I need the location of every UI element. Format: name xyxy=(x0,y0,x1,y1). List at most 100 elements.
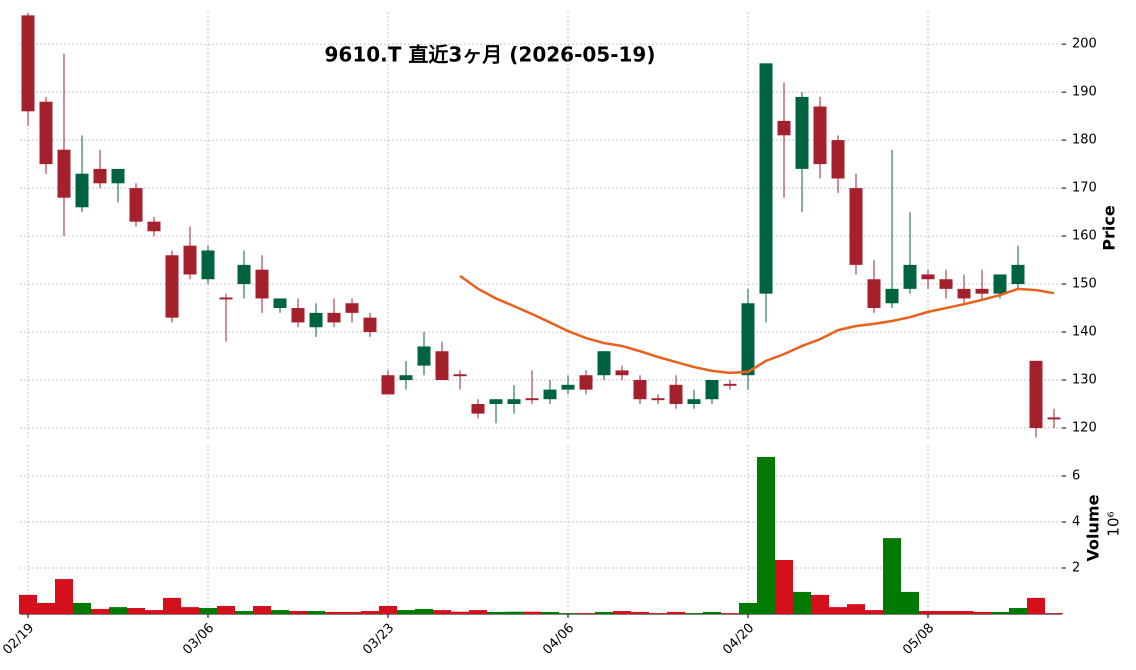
volume-bar xyxy=(955,611,973,614)
volume-bar xyxy=(307,611,325,614)
volume-tick-label: 6 xyxy=(1072,469,1080,484)
candle-body xyxy=(255,269,269,299)
candle-body xyxy=(489,399,503,405)
y-tick-label: 160 xyxy=(1072,229,1097,244)
candle-body xyxy=(1029,360,1043,429)
volume-bar xyxy=(739,602,757,614)
candle-body xyxy=(723,383,737,386)
y-tick-label: 120 xyxy=(1072,421,1097,436)
volume-bar xyxy=(829,607,847,614)
moving-average-line xyxy=(459,274,1055,375)
volume-bar xyxy=(379,605,397,614)
candle-body xyxy=(471,404,485,414)
volume-bar xyxy=(577,613,595,614)
y-tick-label: 170 xyxy=(1072,181,1097,196)
y-tick-label: 130 xyxy=(1072,373,1097,388)
volume-bar xyxy=(181,607,199,614)
y-tick-label: 180 xyxy=(1072,133,1097,148)
volume-bar xyxy=(991,611,1009,614)
volume-bar xyxy=(163,597,181,614)
volume-bar xyxy=(847,604,865,614)
volume-bar xyxy=(559,613,577,614)
volume-bar xyxy=(199,608,217,614)
candle-body xyxy=(147,221,161,232)
candle-body xyxy=(669,384,683,405)
y-tick-label: 150 xyxy=(1072,277,1097,292)
candle-body xyxy=(309,312,323,328)
volume-bar xyxy=(649,613,667,614)
candle-body xyxy=(903,264,917,289)
volume-bar xyxy=(37,602,55,614)
volume-bar xyxy=(289,611,307,614)
candle-body xyxy=(615,370,629,376)
volume-bar xyxy=(487,611,505,614)
candle-body xyxy=(831,140,845,179)
volume-bar xyxy=(1045,613,1063,614)
volume-bar xyxy=(325,611,343,614)
volume-bar xyxy=(793,591,811,614)
volume-bar xyxy=(523,611,541,614)
candle-body xyxy=(705,380,719,400)
volume-bar xyxy=(865,610,883,614)
candle-body xyxy=(777,120,791,136)
volume-bar xyxy=(1009,608,1027,614)
candle-body xyxy=(363,317,377,333)
x-tick-label: 05/08 xyxy=(900,621,937,658)
volume-bar xyxy=(901,591,919,614)
volume-bar xyxy=(595,611,613,614)
candle-body xyxy=(957,288,971,299)
volume-bar xyxy=(505,611,523,614)
volume-bar xyxy=(451,611,469,614)
candle-body xyxy=(57,149,71,198)
volume-bar xyxy=(235,611,253,614)
volume-bar xyxy=(217,605,235,614)
x-tick-label: 04/06 xyxy=(540,621,577,658)
candle-body xyxy=(759,63,773,294)
candle-body xyxy=(921,274,935,280)
volume-bar xyxy=(919,611,937,614)
volume-axis-label: Volume xyxy=(1084,494,1103,561)
candle-body xyxy=(579,375,593,390)
candle-body xyxy=(561,384,575,390)
candle-body xyxy=(687,399,701,405)
volume-bar xyxy=(1027,597,1045,614)
volume-bar xyxy=(685,613,703,614)
volume-bar xyxy=(343,611,361,614)
volume-bar xyxy=(397,610,415,614)
candle-body xyxy=(381,375,395,395)
candle-body xyxy=(651,398,665,401)
candle-body xyxy=(39,101,53,165)
volume-tick-label: 2 xyxy=(1072,561,1080,576)
volume-bar xyxy=(361,611,379,614)
candle-body xyxy=(129,188,143,222)
candle-body xyxy=(165,255,179,318)
volume-bar xyxy=(541,611,559,614)
volume-bar xyxy=(127,608,145,614)
candle-body xyxy=(525,398,539,401)
candle-body xyxy=(813,106,827,165)
candle-body xyxy=(201,250,215,280)
volume-bar xyxy=(415,608,433,614)
chart-title: 9610.T 直近3ヶ月 (2026-05-19) xyxy=(325,43,656,67)
volume-multiplier: 10⁶ xyxy=(1105,511,1123,536)
candle-body xyxy=(111,168,125,184)
candle-body xyxy=(21,15,35,112)
candle-body xyxy=(597,351,611,376)
candle-body xyxy=(417,346,431,366)
volume-bar xyxy=(91,608,109,614)
volume-bar xyxy=(811,594,829,614)
volume-bar xyxy=(109,607,127,614)
y-tick-label: 190 xyxy=(1072,85,1097,100)
candle-body xyxy=(399,375,413,381)
volume-bar xyxy=(253,605,271,614)
x-tick-label: 03/23 xyxy=(360,621,397,658)
candle-body xyxy=(291,308,305,323)
candle-body xyxy=(885,288,899,304)
y-tick-label: 200 xyxy=(1072,37,1097,52)
volume-bar xyxy=(73,602,91,614)
y-tick-label: 140 xyxy=(1072,325,1097,340)
candle-body xyxy=(741,303,755,376)
volume-bar xyxy=(631,611,649,614)
candle-body xyxy=(453,374,467,377)
